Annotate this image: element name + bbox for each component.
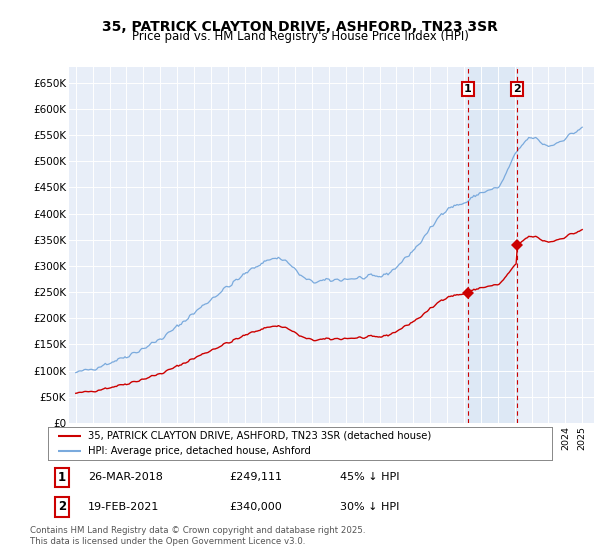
Text: 1: 1 (58, 471, 66, 484)
Text: 45% ↓ HPI: 45% ↓ HPI (340, 473, 400, 483)
Text: 2: 2 (513, 84, 521, 94)
Text: £249,111: £249,111 (229, 473, 283, 483)
Text: 35, PATRICK CLAYTON DRIVE, ASHFORD, TN23 3SR: 35, PATRICK CLAYTON DRIVE, ASHFORD, TN23… (102, 20, 498, 34)
Text: £340,000: £340,000 (229, 502, 282, 512)
Text: 26-MAR-2018: 26-MAR-2018 (88, 473, 163, 483)
Text: 35, PATRICK CLAYTON DRIVE, ASHFORD, TN23 3SR (detached house): 35, PATRICK CLAYTON DRIVE, ASHFORD, TN23… (88, 431, 431, 441)
Text: Contains HM Land Registry data © Crown copyright and database right 2025.
This d: Contains HM Land Registry data © Crown c… (30, 526, 365, 546)
Text: HPI: Average price, detached house, Ashford: HPI: Average price, detached house, Ashf… (88, 446, 311, 456)
Text: Price paid vs. HM Land Registry's House Price Index (HPI): Price paid vs. HM Land Registry's House … (131, 30, 469, 44)
Text: 1: 1 (464, 84, 472, 94)
Text: 2: 2 (58, 500, 66, 514)
Text: 30% ↓ HPI: 30% ↓ HPI (340, 502, 400, 512)
Text: 19-FEB-2021: 19-FEB-2021 (88, 502, 160, 512)
Bar (468, 67, 517, 423)
